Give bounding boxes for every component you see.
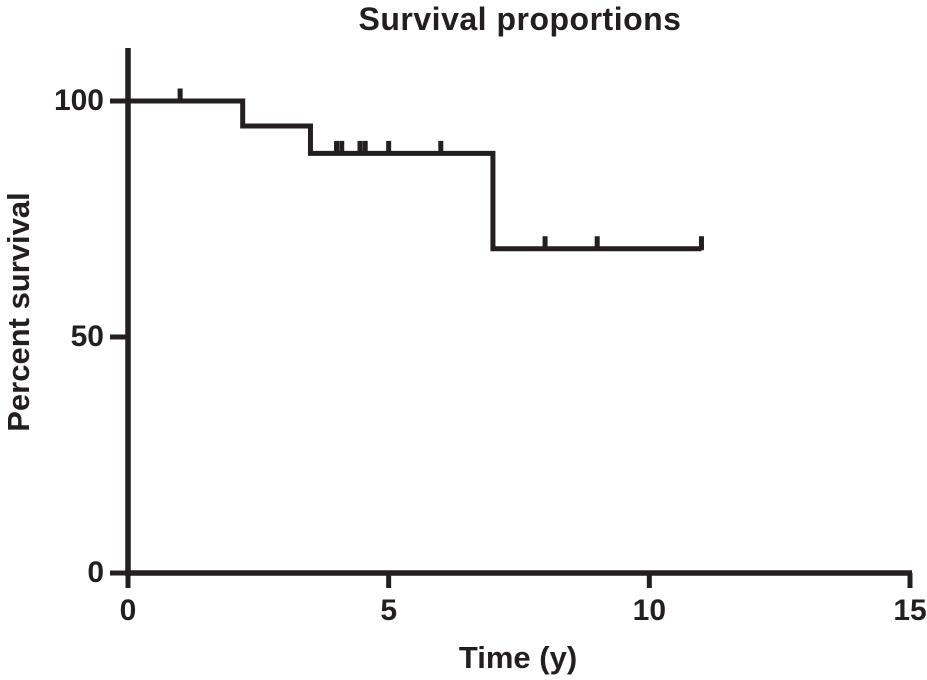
y-tick-label: 0 (87, 556, 104, 589)
x-axis-label: Time (y) (458, 640, 578, 675)
y-tick-label: 100 (53, 84, 104, 117)
censor-mark (438, 140, 444, 155)
chart-title: Survival proportions (358, 1, 682, 37)
censor-mark (594, 236, 600, 251)
censor-tick-marks (177, 88, 704, 251)
x-tick-label: 0 (119, 594, 137, 627)
x-tick-label: 15 (893, 594, 927, 627)
y-tick-label: 50 (70, 320, 104, 353)
x-tick-label: 10 (632, 594, 667, 627)
survival-step-curve (128, 98, 702, 252)
censor-mark (357, 140, 363, 155)
censor-mark (542, 236, 548, 251)
censor-mark (177, 88, 183, 103)
censor-mark (339, 140, 345, 155)
censor-mark (386, 140, 392, 155)
x-tick-label: 5 (380, 594, 397, 627)
censor-mark (362, 140, 368, 155)
censor-mark (334, 140, 340, 155)
axes (110, 48, 913, 588)
km-step-line (128, 98, 702, 252)
censor-mark (698, 236, 704, 251)
